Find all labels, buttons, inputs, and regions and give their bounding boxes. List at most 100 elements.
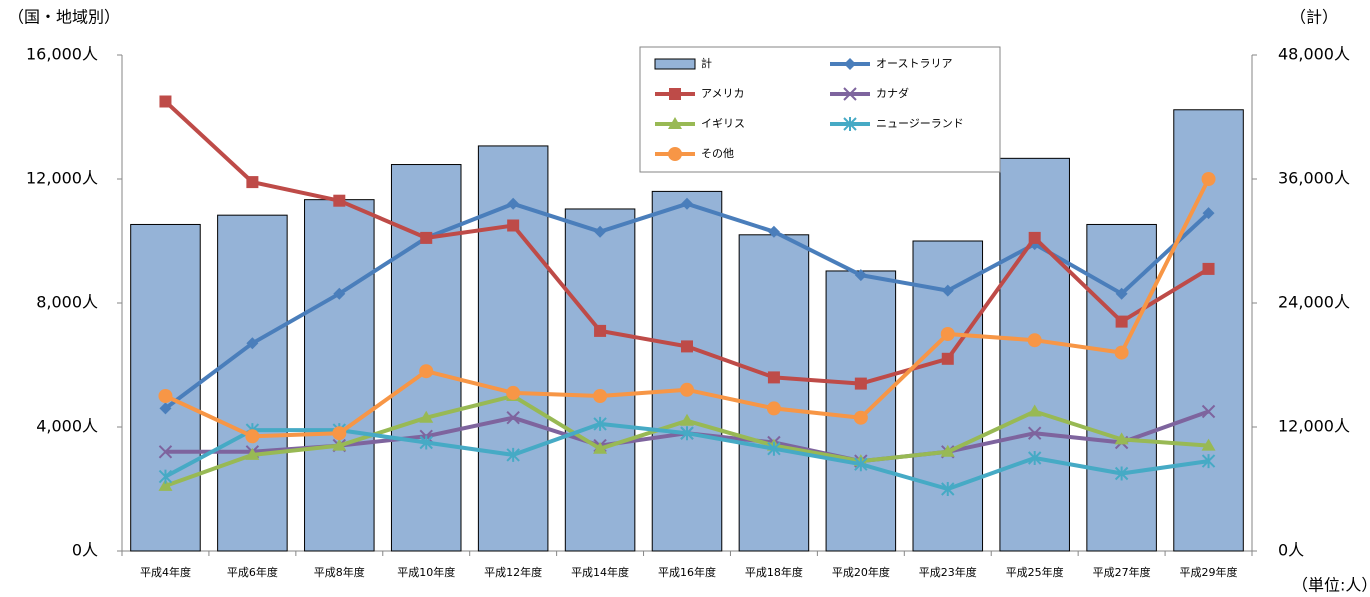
marker bbox=[507, 219, 520, 232]
x-tick-label: 平成4年度 bbox=[140, 565, 191, 579]
marker bbox=[594, 324, 607, 337]
bar bbox=[390, 164, 462, 552]
unit-note: （単位:人） bbox=[1292, 576, 1370, 595]
marker bbox=[1201, 404, 1216, 419]
marker bbox=[419, 410, 434, 423]
marker bbox=[681, 340, 693, 353]
marker bbox=[668, 147, 682, 161]
marker bbox=[941, 482, 955, 496]
marker bbox=[246, 337, 259, 350]
marker bbox=[680, 413, 694, 426]
marker bbox=[1027, 333, 1042, 348]
marker bbox=[680, 382, 694, 397]
marker bbox=[506, 447, 520, 462]
y2-tick-label: 12,000人 bbox=[1278, 417, 1350, 436]
marker bbox=[1115, 315, 1128, 328]
bar bbox=[130, 223, 201, 552]
marker bbox=[843, 117, 857, 131]
marker bbox=[1201, 172, 1216, 186]
x-tick-label: 平成27年度 bbox=[1093, 565, 1151, 579]
x-tick-label: 平成16年度 bbox=[658, 565, 716, 579]
marker bbox=[506, 385, 521, 400]
marker bbox=[1114, 345, 1129, 360]
marker bbox=[506, 410, 520, 425]
bar bbox=[651, 190, 723, 552]
marker bbox=[245, 429, 260, 444]
marker bbox=[767, 225, 780, 238]
legend-label: その他 bbox=[701, 147, 734, 160]
marker bbox=[680, 426, 694, 441]
x-tick-label: 平成25年度 bbox=[1006, 565, 1064, 579]
marker bbox=[158, 469, 173, 484]
left-axis-title: （国・地域別） bbox=[8, 8, 120, 27]
legend-label: アメリカ bbox=[701, 87, 744, 100]
marker bbox=[246, 176, 259, 189]
x-tick-label: 平成18年度 bbox=[745, 565, 803, 579]
marker bbox=[1201, 438, 1216, 451]
marker bbox=[1027, 451, 1042, 465]
y-tick-label: 0人 bbox=[72, 541, 98, 560]
marker bbox=[940, 444, 955, 457]
marker bbox=[1202, 207, 1215, 220]
x-tick-label: 平成8年度 bbox=[314, 565, 365, 579]
bar bbox=[217, 214, 288, 552]
marker bbox=[1201, 454, 1216, 469]
marker bbox=[333, 287, 346, 300]
marker bbox=[159, 402, 172, 415]
marker bbox=[844, 58, 856, 70]
marker bbox=[1027, 426, 1042, 440]
marker bbox=[941, 352, 954, 365]
marker bbox=[1114, 466, 1129, 481]
marker bbox=[333, 194, 346, 207]
marker bbox=[1114, 432, 1129, 445]
legend-box bbox=[639, 46, 1001, 173]
marker bbox=[593, 416, 607, 431]
y2-tick-label: 36,000人 bbox=[1278, 169, 1350, 188]
y-tick-label: 12,000人 bbox=[26, 169, 98, 188]
legend-label: オーストラリア bbox=[876, 57, 952, 70]
marker bbox=[843, 87, 857, 101]
marker bbox=[158, 389, 173, 403]
marker bbox=[594, 225, 607, 238]
marker bbox=[940, 327, 955, 341]
marker bbox=[158, 445, 173, 459]
marker bbox=[1027, 404, 1042, 417]
bar bbox=[304, 199, 375, 552]
y2-tick-label: 24,000人 bbox=[1278, 293, 1350, 312]
marker bbox=[941, 284, 954, 297]
bar bbox=[738, 234, 810, 552]
bar bbox=[564, 208, 636, 552]
bar bbox=[999, 157, 1070, 552]
marker bbox=[854, 457, 868, 472]
marker bbox=[853, 410, 868, 425]
marker bbox=[1115, 287, 1128, 300]
y2-tick-label: 48,000人 bbox=[1278, 45, 1350, 64]
y-tick-label: 16,000人 bbox=[26, 45, 98, 64]
marker bbox=[766, 401, 781, 416]
y-tick-label: 4,000人 bbox=[36, 417, 98, 436]
legend-label: 計 bbox=[701, 56, 712, 70]
marker bbox=[158, 478, 173, 491]
marker bbox=[332, 438, 347, 451]
x-tick-label: 平成29年度 bbox=[1180, 565, 1238, 579]
marker bbox=[1202, 262, 1215, 275]
marker bbox=[854, 269, 867, 282]
y-tick-label: 8,000人 bbox=[36, 293, 98, 312]
marker bbox=[419, 364, 434, 379]
legend-swatch bbox=[654, 58, 696, 70]
marker bbox=[681, 197, 693, 210]
x-tick-label: 平成23年度 bbox=[919, 565, 977, 579]
marker bbox=[669, 88, 681, 100]
marker bbox=[767, 371, 780, 384]
marker bbox=[1028, 231, 1041, 244]
legend-label: イギリス bbox=[701, 117, 745, 130]
marker bbox=[332, 426, 347, 441]
marker bbox=[420, 231, 433, 244]
x-tick-label: 平成6年度 bbox=[227, 565, 278, 579]
y2-tick-label: 0人 bbox=[1278, 541, 1304, 560]
x-tick-label: 平成12年度 bbox=[484, 565, 542, 579]
marker bbox=[767, 441, 781, 456]
marker bbox=[668, 117, 682, 129]
